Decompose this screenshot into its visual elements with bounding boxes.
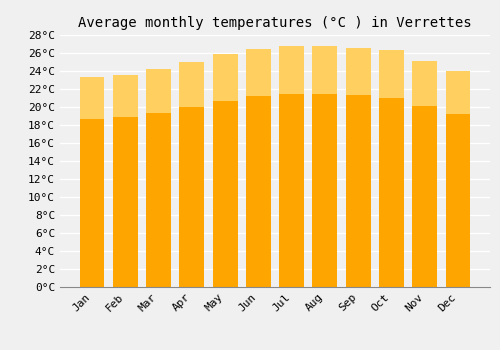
Bar [180,62,204,107]
Bar [312,46,338,287]
Bar [180,62,204,287]
Bar [279,46,304,287]
Bar [279,46,304,94]
Bar [446,71,470,114]
Bar [446,71,470,287]
Bar [412,61,437,287]
Bar [246,49,271,287]
Bar [312,46,338,94]
Bar [146,69,171,113]
Bar [113,75,138,287]
Bar [346,48,370,96]
Bar [379,50,404,287]
Bar [80,77,104,119]
Bar [246,49,271,96]
Title: Average monthly temperatures (°C ) in Verrettes: Average monthly temperatures (°C ) in Ve… [78,16,472,30]
Bar [346,48,370,287]
Bar [379,50,404,98]
Bar [212,54,238,287]
Bar [412,61,437,106]
Bar [146,69,171,287]
Bar [113,75,138,117]
Bar [80,77,104,287]
Bar [212,54,238,100]
